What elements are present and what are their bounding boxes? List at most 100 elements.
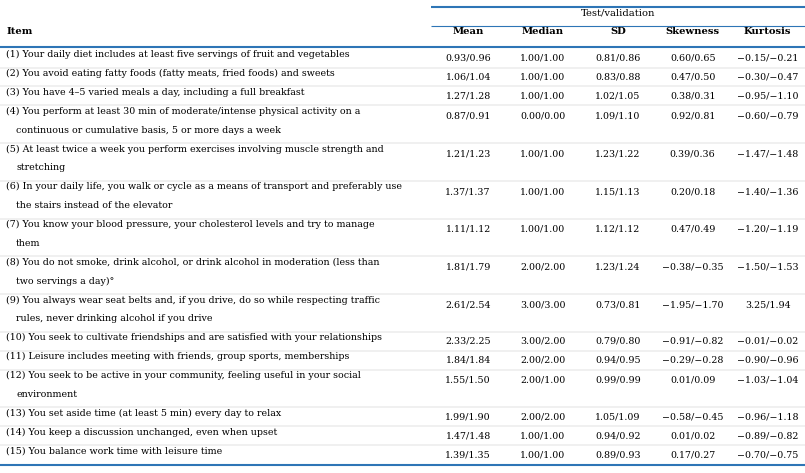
Text: (5) At least twice a week you perform exercises involving muscle strength and: (5) At least twice a week you perform ex… [6,145,384,154]
Text: 0.73/0.81: 0.73/0.81 [595,300,641,309]
Text: rules, never drinking alcohol if you drive: rules, never drinking alcohol if you dri… [16,315,213,324]
Text: 0.38/0.31: 0.38/0.31 [670,91,716,100]
Text: −1.03/−1.04: −1.03/−1.04 [737,376,799,385]
Text: 1.47/1.48: 1.47/1.48 [445,431,491,440]
Text: 1.37/1.37: 1.37/1.37 [445,187,491,196]
Text: 0.93/0.96: 0.93/0.96 [445,53,491,62]
Text: 2.00/1.00: 2.00/1.00 [520,376,566,385]
Text: −1.95/−1.70: −1.95/−1.70 [662,300,724,309]
Text: 1.81/1.79: 1.81/1.79 [445,263,491,272]
Text: −0.95/−1.10: −0.95/−1.10 [737,91,799,100]
Text: 1.84/1.84: 1.84/1.84 [445,356,491,365]
Text: −0.60/−0.79: −0.60/−0.79 [737,112,799,121]
Text: 0.99/0.99: 0.99/0.99 [595,376,641,385]
Text: 1.00/1.00: 1.00/1.00 [520,187,566,196]
Text: (12) You seek to be active in your community, feeling useful in your social: (12) You seek to be active in your commu… [6,371,361,380]
Text: Median: Median [522,27,564,36]
Text: (10) You seek to cultivate friendships and are satisfied with your relationships: (10) You seek to cultivate friendships a… [6,333,382,342]
Text: the stairs instead of the elevator: the stairs instead of the elevator [16,201,172,210]
Text: 0.01/0.09: 0.01/0.09 [670,376,716,385]
Text: 0.81/0.86: 0.81/0.86 [595,53,641,62]
Text: −0.58/−0.45: −0.58/−0.45 [662,412,724,421]
Text: them: them [16,239,40,248]
Text: 1.55/1.50: 1.55/1.50 [445,376,491,385]
Text: Mean: Mean [452,27,484,36]
Text: 2.33/2.25: 2.33/2.25 [445,337,491,346]
Text: Test/validation: Test/validation [580,8,655,17]
Text: 1.02/1.05: 1.02/1.05 [595,91,641,100]
Text: 3.00/2.00: 3.00/2.00 [520,337,566,346]
Text: Kurtosis: Kurtosis [744,27,791,36]
Text: continuous or cumulative basis, 5 or more days a week: continuous or cumulative basis, 5 or mor… [16,126,281,135]
Text: 0.47/0.49: 0.47/0.49 [670,225,716,234]
Text: (11) Leisure includes meeting with friends, group sports, memberships: (11) Leisure includes meeting with frien… [6,352,350,361]
Text: (1) Your daily diet includes at least five servings of fruit and vegetables: (1) Your daily diet includes at least fi… [6,50,350,59]
Text: stretching: stretching [16,163,65,172]
Text: 0.94/0.95: 0.94/0.95 [595,356,641,365]
Text: 1.00/1.00: 1.00/1.00 [520,431,566,440]
Text: 0.17/0.27: 0.17/0.27 [670,450,716,459]
Text: −1.40/−1.36: −1.40/−1.36 [737,187,799,196]
Text: 1.12/1.12: 1.12/1.12 [595,225,641,234]
Text: 1.15/1.13: 1.15/1.13 [595,187,641,196]
Text: 0.47/0.50: 0.47/0.50 [670,72,716,81]
Text: −0.38/−0.35: −0.38/−0.35 [662,263,724,272]
Text: 2.00/2.00: 2.00/2.00 [520,412,566,421]
Text: (4) You perform at least 30 min of moderate/intense physical activity on a: (4) You perform at least 30 min of moder… [6,107,361,116]
Text: −0.91/−0.82: −0.91/−0.82 [662,337,724,346]
Text: 2.61/2.54: 2.61/2.54 [445,300,491,309]
Text: 1.00/1.00: 1.00/1.00 [520,53,566,62]
Text: 0.20/0.18: 0.20/0.18 [670,187,716,196]
Text: Skewness: Skewness [666,27,720,36]
Text: (9) You always wear seat belts and, if you drive, do so while respecting traffic: (9) You always wear seat belts and, if y… [6,296,381,305]
Text: 1.00/1.00: 1.00/1.00 [520,149,566,158]
Text: 1.21/1.23: 1.21/1.23 [445,149,491,158]
Text: 0.89/0.93: 0.89/0.93 [595,450,641,459]
Text: (6) In your daily life, you walk or cycle as a means of transport and preferably: (6) In your daily life, you walk or cycl… [6,182,402,192]
Text: −0.15/−0.21: −0.15/−0.21 [737,53,799,62]
Text: −0.70/−0.75: −0.70/−0.75 [737,450,799,459]
Text: 1.23/1.22: 1.23/1.22 [595,149,641,158]
Text: (2) You avoid eating fatty foods (fatty meats, fried foods) and sweets: (2) You avoid eating fatty foods (fatty … [6,69,335,78]
Text: 1.39/1.35: 1.39/1.35 [445,450,491,459]
Text: Item: Item [6,27,33,36]
Text: 3.00/3.00: 3.00/3.00 [520,300,566,309]
Text: 0.87/0.91: 0.87/0.91 [445,112,491,121]
Text: 1.99/1.90: 1.99/1.90 [445,412,491,421]
Text: 0.83/0.88: 0.83/0.88 [595,72,641,81]
Text: 0.94/0.92: 0.94/0.92 [595,431,641,440]
Text: (13) You set aside time (at least 5 min) every day to relax: (13) You set aside time (at least 5 min)… [6,409,282,418]
Text: 1.11/1.12: 1.11/1.12 [445,225,491,234]
Text: 0.60/0.65: 0.60/0.65 [670,53,716,62]
Text: 1.05/1.09: 1.05/1.09 [595,412,641,421]
Text: 1.00/1.00: 1.00/1.00 [520,72,566,81]
Text: 1.00/1.00: 1.00/1.00 [520,91,566,100]
Text: 0.92/0.81: 0.92/0.81 [670,112,716,121]
Text: 0.79/0.80: 0.79/0.80 [595,337,641,346]
Text: 1.09/1.10: 1.09/1.10 [595,112,641,121]
Text: SD: SD [610,27,625,36]
Text: 0.00/0.00: 0.00/0.00 [520,112,566,121]
Text: −0.01/−0.02: −0.01/−0.02 [737,337,799,346]
Text: two servings a day)°: two servings a day)° [16,277,114,286]
Text: −1.50/−1.53: −1.50/−1.53 [737,263,799,272]
Text: −1.20/−1.19: −1.20/−1.19 [737,225,799,234]
Text: (14) You keep a discussion unchanged, even when upset: (14) You keep a discussion unchanged, ev… [6,428,278,437]
Text: (15) You balance work time with leisure time: (15) You balance work time with leisure … [6,447,223,455]
Text: 0.01/0.02: 0.01/0.02 [670,431,716,440]
Text: −0.29/−0.28: −0.29/−0.28 [662,356,724,365]
Text: 0.39/0.36: 0.39/0.36 [670,149,716,158]
Text: environment: environment [16,390,77,399]
Text: −0.30/−0.47: −0.30/−0.47 [737,72,799,81]
Text: (7) You know your blood pressure, your cholesterol levels and try to manage: (7) You know your blood pressure, your c… [6,220,375,229]
Text: −0.90/−0.96: −0.90/−0.96 [737,356,799,365]
Text: −0.96/−1.18: −0.96/−1.18 [737,412,799,421]
Text: 1.00/1.00: 1.00/1.00 [520,450,566,459]
Text: 1.00/1.00: 1.00/1.00 [520,225,566,234]
Text: −1.47/−1.48: −1.47/−1.48 [737,149,799,158]
Text: 2.00/2.00: 2.00/2.00 [520,263,566,272]
Text: −0.89/−0.82: −0.89/−0.82 [737,431,799,440]
Text: (8) You do not smoke, drink alcohol, or drink alcohol in moderation (less than: (8) You do not smoke, drink alcohol, or … [6,258,380,267]
Text: 1.23/1.24: 1.23/1.24 [595,263,641,272]
Text: 1.06/1.04: 1.06/1.04 [445,72,491,81]
